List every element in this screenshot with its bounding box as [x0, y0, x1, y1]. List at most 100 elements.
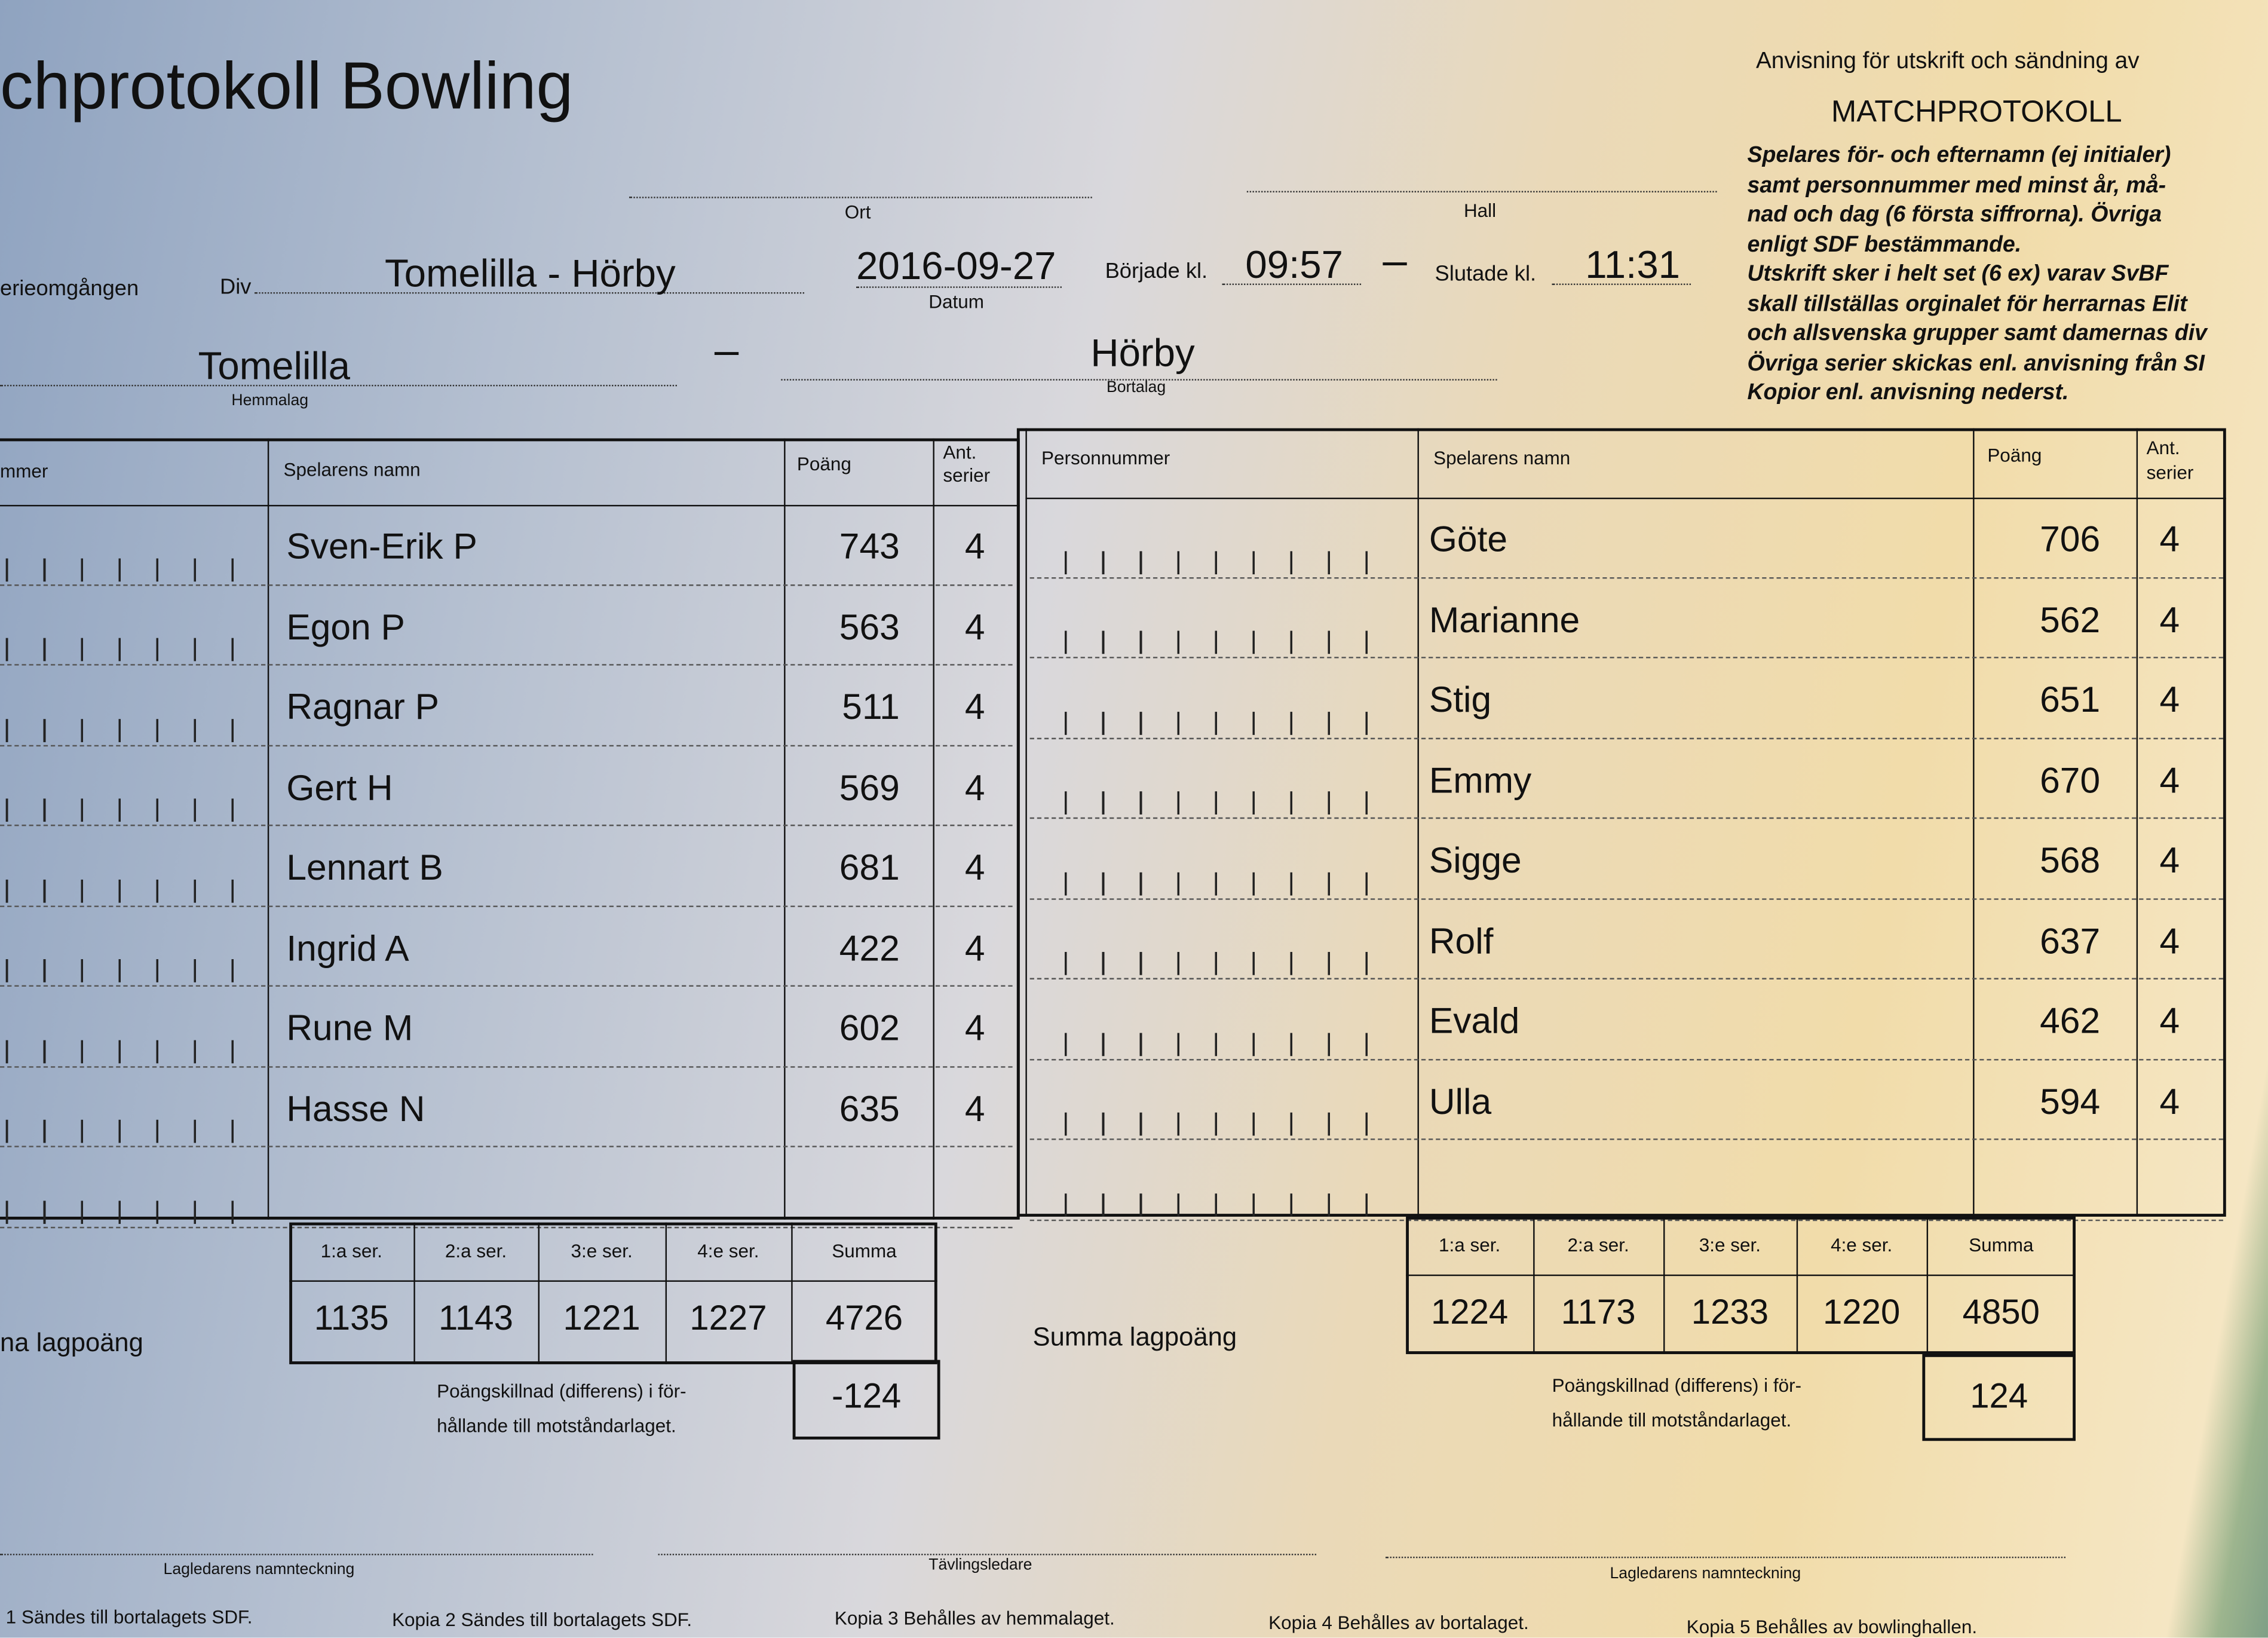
row-divider: [0, 1065, 1013, 1067]
series-value: 4850: [1962, 1293, 2040, 1333]
personnummer-field: [1064, 871, 1390, 895]
instruction-line: Övriga serier skickas enl. anvisning frå…: [1747, 351, 2205, 376]
player-points: 637: [2040, 920, 2101, 962]
away-team: Hörby: [1090, 331, 1195, 375]
series-value: 1221: [563, 1299, 640, 1339]
series-header: 3:e ser.: [1699, 1234, 1761, 1256]
series-value: 1220: [1823, 1293, 1901, 1333]
time-dash: –: [1383, 237, 1407, 285]
player-points: 670: [2040, 760, 2101, 801]
personnummer-field: [5, 558, 259, 581]
series-value: 1143: [438, 1299, 513, 1339]
row-divider: [0, 1146, 1013, 1147]
player-series-count: 4: [2159, 1081, 2180, 1122]
instructions-text: Spelares för- och efternamn (ej initiale…: [1747, 142, 2207, 409]
personnummer-field: [5, 959, 259, 982]
player-points: 706: [2040, 519, 2101, 560]
player-points: 602: [839, 1008, 900, 1049]
player-series-count: 4: [964, 526, 985, 567]
player-points: 562: [2040, 599, 2101, 641]
home-col-points: Poäng: [796, 452, 851, 475]
row-divider: [1029, 737, 2223, 739]
personnummer-field: [1064, 550, 1390, 574]
row-divider: [1029, 1218, 2223, 1221]
series-value: 1224: [1430, 1293, 1509, 1333]
home-team: Tomelilla: [198, 344, 350, 388]
player-series-count: 4: [964, 1008, 985, 1049]
player-name: Lennart B: [286, 847, 443, 889]
copy-1: 1 Sändes till bortalagets SDF.: [5, 1606, 253, 1628]
row-divider: [1029, 978, 2223, 979]
player-points: 462: [2040, 1001, 2101, 1042]
player-series-count: 4: [2159, 679, 2180, 721]
ort-label: Ort: [844, 201, 871, 223]
player-series-count: 4: [964, 607, 985, 648]
away-col-points: Poäng: [1987, 444, 2042, 466]
home-signature-label: Lagledarens namnteckning: [163, 1561, 355, 1579]
series-header: 2:a ser.: [1567, 1234, 1629, 1256]
personnummer-field: [5, 1200, 259, 1223]
away-team-points-label: Summa lagpoäng: [1032, 1322, 1237, 1352]
row-divider: [1029, 576, 2223, 578]
away-player-table: [1016, 428, 2226, 1217]
page-title: chprotokoll Bowling: [0, 47, 574, 123]
player-points: 563: [839, 607, 900, 648]
instruction-line: nad och dag (6 första siffrorna). Övriga: [1747, 202, 2162, 228]
series-header: 4:e ser.: [1831, 1234, 1893, 1256]
player-name: Stig: [1429, 679, 1492, 721]
series-header: 3:e ser.: [571, 1239, 633, 1262]
personnummer-field: [1064, 1112, 1390, 1136]
away-series-table: [1406, 1216, 2076, 1354]
row-divider: [0, 824, 1013, 826]
series-value: 1135: [314, 1299, 389, 1339]
player-name: Hasse N: [286, 1088, 425, 1129]
home-team-points-label: na lagpoäng: [0, 1328, 143, 1357]
series-value: 4726: [825, 1299, 903, 1339]
personnummer-field: [5, 1119, 259, 1143]
player-name: Egon P: [286, 607, 405, 648]
series-col-divider: [413, 1222, 415, 1364]
hall-label: Hall: [1463, 200, 1497, 222]
series-col-divider: [1796, 1216, 1798, 1354]
copy-3: Kopia 3 Behålles av hemmalaget.: [834, 1607, 1115, 1629]
home-diff-box: [792, 1360, 940, 1440]
player-points: 651: [2040, 679, 2101, 721]
series-col-divider: [1663, 1216, 1665, 1354]
away-diff: 124: [1970, 1377, 2028, 1417]
away-signature-label: Lagledarens namnteckning: [1610, 1565, 1801, 1583]
player-series-count: 4: [2159, 519, 2180, 560]
series-header-divider: [1406, 1274, 2076, 1276]
instruction-line: Utskrift sker i helt set (6 ex) varav Sv…: [1747, 262, 2169, 287]
instructions-heading: MATCHPROTOKOLL: [1831, 95, 2122, 129]
player-points: 511: [842, 687, 900, 728]
personnummer-field: [1064, 951, 1390, 975]
personnummer-field: [1064, 1193, 1390, 1216]
player-points: 743: [839, 526, 900, 567]
series-header: 1:a ser.: [320, 1239, 382, 1262]
away-diff-box: [1922, 1354, 2076, 1441]
ended-time: 11:31: [1585, 243, 1681, 287]
started-time: 09:57: [1245, 243, 1343, 287]
row-divider: [0, 1226, 1013, 1228]
date-field: 2016-09-27: [856, 244, 1056, 288]
player-name: Ulla: [1429, 1081, 1492, 1122]
row-divider: [1029, 1058, 2223, 1060]
personnummer-field: [5, 1039, 259, 1063]
series-col-divider: [1533, 1216, 1535, 1354]
referee-signature-label: Tävlingsledare: [928, 1556, 1032, 1574]
series-header: 4:e ser.: [697, 1239, 759, 1262]
personnummer-field: [5, 798, 259, 822]
series-header: Summa: [1969, 1234, 2034, 1256]
row-divider: [0, 985, 1013, 987]
instruction-line: Kopior enl. anvisning nederst.: [1747, 380, 2069, 405]
away-label: Bortalag: [1106, 379, 1166, 397]
diff-label-line: Poängskillnad (differens) i för-: [1552, 1374, 1802, 1397]
instruction-line: Spelares för- och efternamn (ej initiale…: [1747, 143, 2171, 168]
personnummer-field: [5, 718, 259, 742]
personnummer-field: [1064, 630, 1390, 654]
copy-5: Kopia 5 Behålles av bowlinghallen.: [1686, 1616, 1978, 1638]
diff-label-line: hållande till motståndarlaget.: [437, 1415, 676, 1437]
series-header-divider: [289, 1280, 937, 1282]
player-name: Emmy: [1429, 760, 1532, 801]
player-points: 594: [2040, 1081, 2101, 1122]
